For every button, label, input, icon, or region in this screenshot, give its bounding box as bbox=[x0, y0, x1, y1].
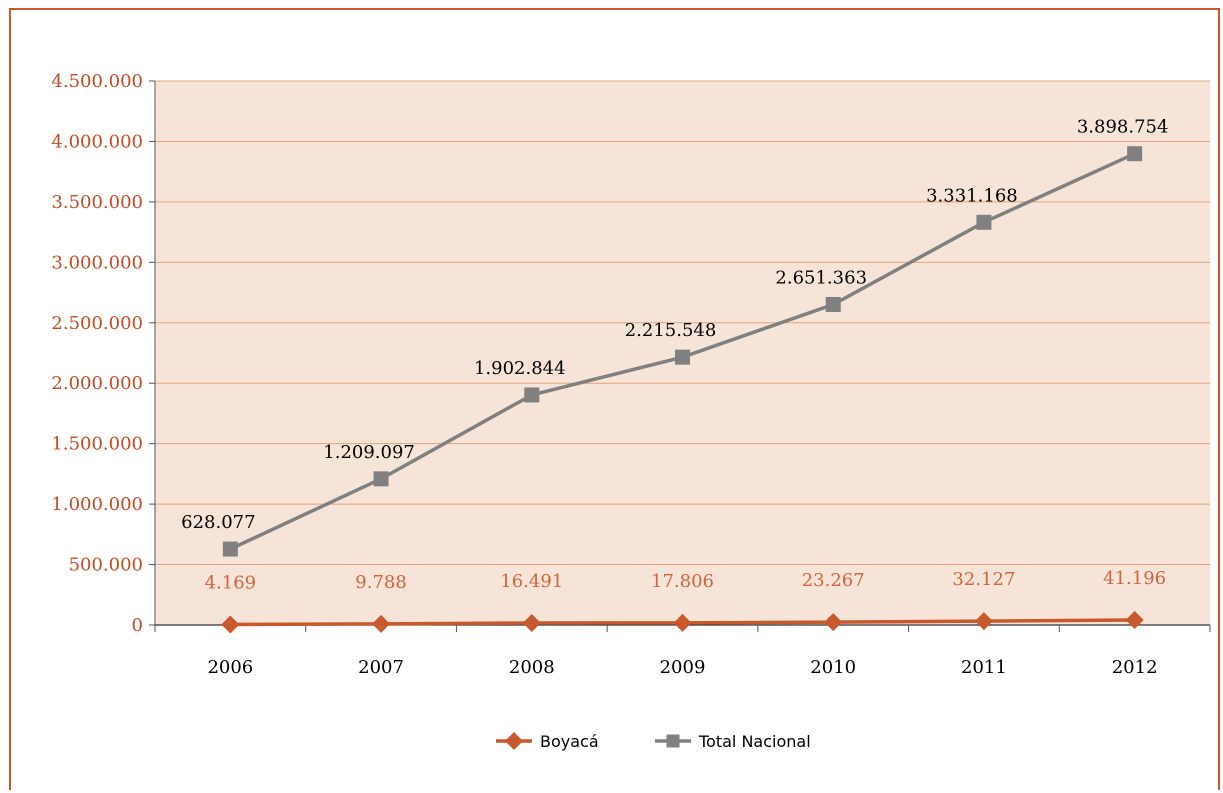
marker-boyaca bbox=[522, 614, 541, 633]
x-tick-label: 2007 bbox=[358, 657, 404, 678]
legend-marker-boyaca bbox=[505, 732, 523, 750]
legend-marker-total-nacional bbox=[666, 734, 680, 748]
y-tick-label: 3.000.000 bbox=[51, 252, 143, 273]
marker-boyaca bbox=[974, 612, 993, 631]
y-tick-label: 1.500.000 bbox=[51, 434, 143, 455]
marker-boyaca bbox=[824, 613, 843, 632]
marker-total-nacional bbox=[222, 541, 238, 557]
y-tick-label: 500.000 bbox=[69, 555, 143, 576]
marker-total-nacional bbox=[524, 387, 540, 403]
x-tick-label: 2008 bbox=[509, 657, 555, 678]
marker-boyaca bbox=[1125, 611, 1144, 630]
y-tick-label: 1.000.000 bbox=[51, 494, 143, 515]
data-label-total-nacional: 2.651.363 bbox=[775, 267, 867, 288]
x-tick-label: 2011 bbox=[961, 657, 1007, 678]
marker-total-nacional bbox=[825, 296, 841, 312]
data-label-total-nacional: 3.898.754 bbox=[1077, 117, 1169, 138]
x-tick-label: 2009 bbox=[660, 657, 706, 678]
marker-boyaca bbox=[673, 613, 692, 632]
marker-boyaca bbox=[221, 615, 240, 634]
y-tick-label: 4.000.000 bbox=[51, 131, 143, 152]
data-label-boyaca: 41.196 bbox=[1103, 568, 1166, 589]
x-tick-label: 2012 bbox=[1112, 657, 1158, 678]
data-label-total-nacional: 1.209.097 bbox=[323, 442, 415, 463]
data-label-total-nacional: 2.215.548 bbox=[625, 320, 717, 341]
y-tick-label: 0 bbox=[132, 615, 143, 636]
marker-total-nacional bbox=[373, 471, 389, 487]
y-tick-label: 4.500.000 bbox=[51, 71, 143, 92]
data-label-total-nacional: 3.331.168 bbox=[926, 185, 1018, 206]
data-label-boyaca: 23.267 bbox=[802, 570, 865, 591]
marker-boyaca bbox=[372, 614, 391, 633]
data-label-boyaca: 9.788 bbox=[355, 572, 407, 593]
y-tick-label: 2.500.000 bbox=[51, 313, 143, 334]
data-label-boyaca: 4.169 bbox=[205, 572, 257, 593]
marker-total-nacional bbox=[976, 214, 992, 230]
data-label-total-nacional: 1.902.844 bbox=[474, 358, 566, 379]
x-tick-label: 2006 bbox=[207, 657, 253, 678]
y-tick-label: 2.000.000 bbox=[51, 373, 143, 394]
data-label-boyaca: 16.491 bbox=[500, 571, 563, 592]
data-label-total-nacional: 628.077 bbox=[181, 512, 255, 533]
marker-total-nacional bbox=[675, 349, 690, 365]
y-tick-label: 3.500.000 bbox=[51, 192, 143, 213]
x-tick-label: 2010 bbox=[810, 657, 856, 678]
chart-frame bbox=[9, 8, 1220, 790]
marker-total-nacional bbox=[1127, 146, 1143, 162]
data-label-boyaca: 32.127 bbox=[952, 569, 1015, 590]
legend-label: Total Nacional bbox=[698, 732, 811, 751]
legend-label: Boyacá bbox=[540, 732, 599, 751]
data-label-boyaca: 17.806 bbox=[651, 571, 714, 592]
